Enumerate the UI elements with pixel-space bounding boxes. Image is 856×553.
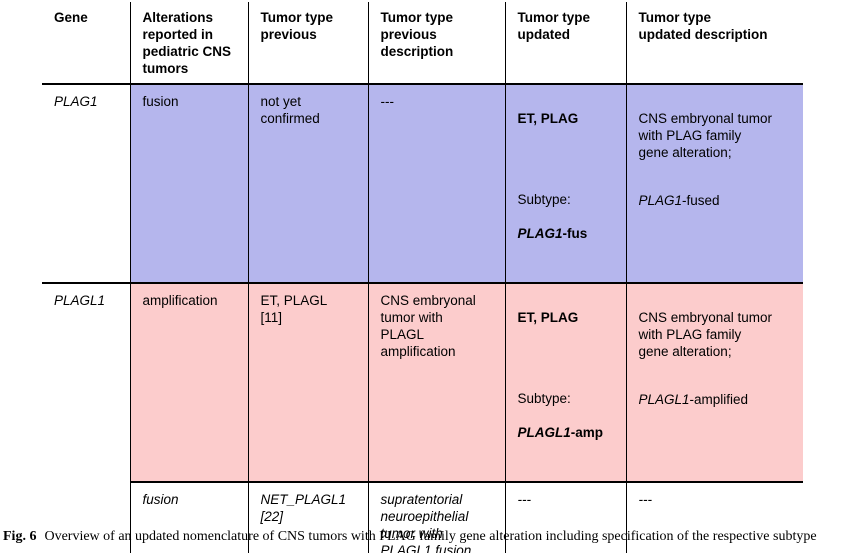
subtype-value: PLAG1-fus bbox=[518, 225, 618, 242]
subtype-value: PLAGL1-amp bbox=[518, 424, 618, 441]
subtype-label: Subtype: bbox=[517, 391, 571, 406]
subtype-suffix: -fus bbox=[562, 226, 588, 241]
nomenclature-table: Gene Alterations reported in pediatric C… bbox=[42, 2, 803, 553]
description-gene: PLAG1 bbox=[638, 193, 683, 208]
updated-tumor-type-label: ET, PLAG bbox=[517, 310, 579, 325]
col-header-tumor-type-updated-description: Tumor type updated description bbox=[626, 2, 803, 85]
cell-previous-description-plagl1-amp: CNS embryonal tumor with PLAGL amplifica… bbox=[368, 283, 506, 483]
cell-alteration-plagl1-amp: amplification bbox=[130, 283, 249, 483]
description-suffix: -fused bbox=[682, 193, 720, 208]
cell-updated-description-plag1: CNS embryonal tumor with PLAG family gen… bbox=[626, 84, 803, 284]
figure-caption-label: Fig. 6 bbox=[3, 529, 37, 544]
cell-previous-plagl1-amp: ET, PLAGL [11] bbox=[248, 283, 369, 483]
col-header-alterations: Alterations reported in pediatric CNS tu… bbox=[130, 2, 249, 85]
subtype-gene: PLAGL1 bbox=[517, 425, 571, 440]
cell-previous-description-plagl1-fusion: supratentorial neuroepithelial tumor wit… bbox=[368, 482, 506, 553]
cell-updated-description-plagl1-fusion: --- bbox=[626, 482, 803, 553]
cell-updated-plagl1-amp: ET, PLAG Subtype: PLAGL1-amp bbox=[505, 283, 627, 483]
gene-name-plagl1: PLAGL1 bbox=[42, 283, 131, 553]
gene-name-plag1: PLAG1 bbox=[42, 84, 131, 284]
col-header-tumor-type-previous-description: Tumor type previous description bbox=[368, 2, 506, 85]
updated-description-text: CNS embryonal tumor with PLAG family gen… bbox=[638, 111, 773, 160]
table-row-plagl1-amplification: PLAGL1 amplification ET, PLAGL [11] CNS … bbox=[42, 283, 803, 553]
description-gene: PLAGL1 bbox=[638, 392, 690, 407]
updated-tumor-type-label: ET, PLAG bbox=[517, 111, 579, 126]
subtype-block: Subtype: PLAGL1-amp bbox=[518, 373, 618, 458]
subtype-gene: PLAG1 bbox=[517, 226, 563, 241]
updated-description-gene-line: PLAGL1-amplified bbox=[639, 391, 796, 408]
col-header-tumor-type-updated: Tumor type updated bbox=[505, 2, 627, 85]
cell-updated-description-plagl1-amp: CNS embryonal tumor with PLAG family gen… bbox=[626, 283, 803, 483]
table-header-row: Gene Alterations reported in pediatric C… bbox=[42, 2, 803, 85]
cell-updated-plag1: ET, PLAG Subtype: PLAG1-fus bbox=[505, 84, 627, 284]
subtype-suffix: -amp bbox=[570, 425, 604, 440]
cell-previous-description-plag1: --- bbox=[368, 84, 506, 284]
cell-previous-plagl1-fusion: NET_PLAGL1 [22] bbox=[248, 482, 369, 553]
cell-previous-plag1: not yet confirmed bbox=[248, 84, 369, 284]
subtype-block: Subtype: PLAG1-fus bbox=[518, 174, 618, 259]
table-row-plag1: PLAG1 fusion not yet confirmed --- ET, P… bbox=[42, 84, 803, 284]
col-header-gene: Gene bbox=[42, 2, 131, 85]
cell-alteration-plagl1-fusion: fusion bbox=[130, 482, 249, 553]
figure-caption: Fig. 6 Overview of an updated nomenclatur… bbox=[3, 528, 853, 546]
subtype-label: Subtype: bbox=[517, 192, 571, 207]
col-header-tumor-type-previous: Tumor type previous bbox=[248, 2, 369, 85]
cell-alteration-plag1: fusion bbox=[130, 84, 249, 284]
figure-caption-text: Overview of an updated nomenclature of C… bbox=[44, 529, 817, 544]
description-suffix: -amplified bbox=[689, 392, 749, 407]
updated-description-gene-line: PLAG1-fused bbox=[639, 192, 796, 209]
table-row-plagl1-fusion: fusion NET_PLAGL1 [22] supratentorial ne… bbox=[42, 482, 803, 553]
cell-updated-plagl1-fusion: --- bbox=[505, 482, 627, 553]
updated-description-text: CNS embryonal tumor with PLAG family gen… bbox=[638, 310, 773, 359]
